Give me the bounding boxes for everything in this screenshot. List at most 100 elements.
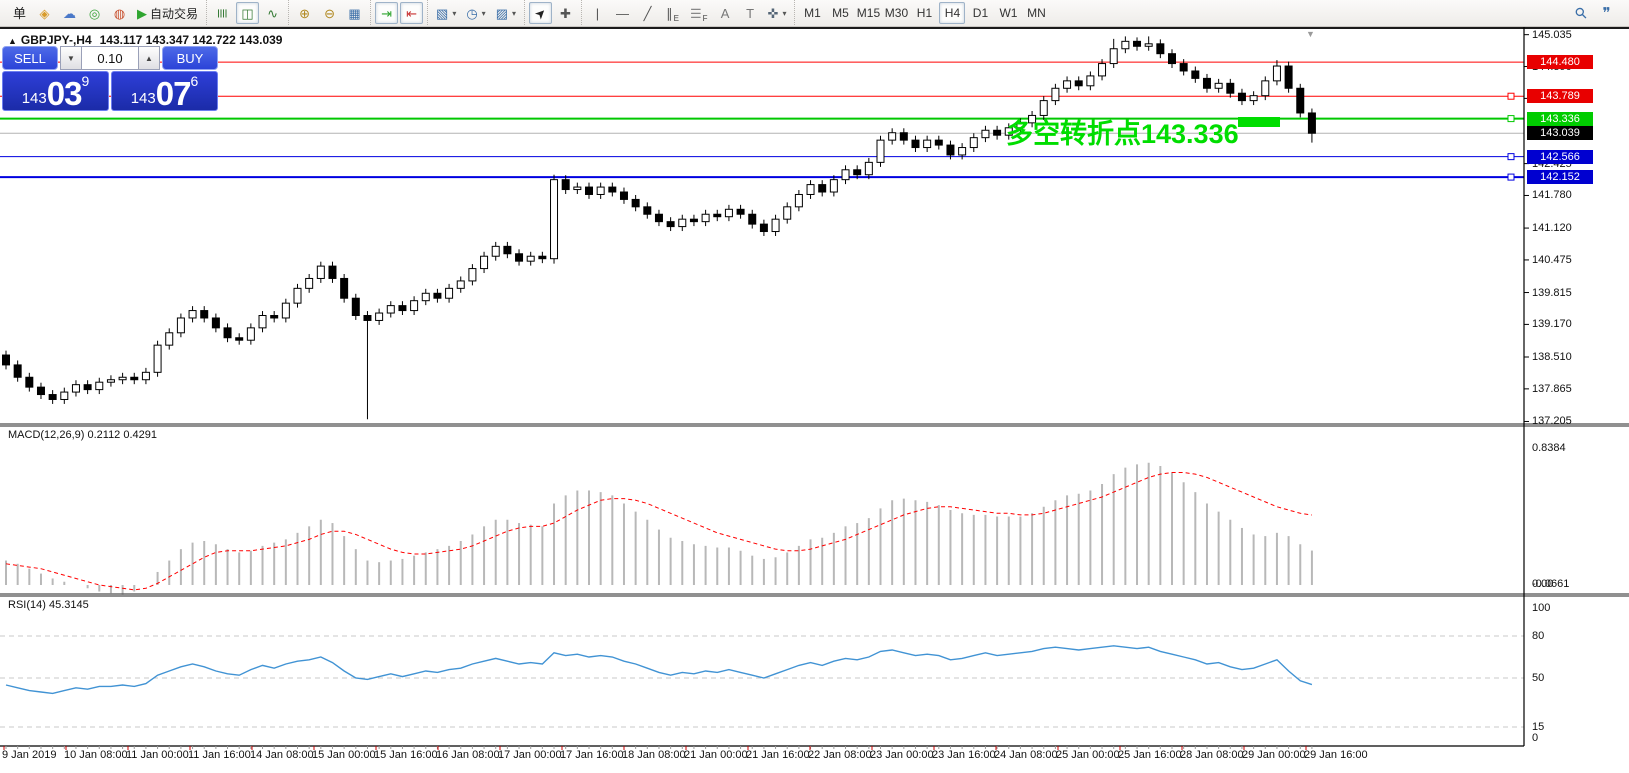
line-handle-143.336[interactable] xyxy=(1507,115,1515,123)
candle-body xyxy=(468,268,477,282)
new-chart-button-dropdown-icon[interactable]: ▾ xyxy=(452,8,457,18)
chart-shift-button[interactable]: ⇤ xyxy=(400,2,424,24)
timeframe-mn[interactable]: MN xyxy=(1027,6,1046,20)
candle-body xyxy=(1109,48,1118,65)
candle-body xyxy=(1272,65,1281,82)
signals-icon-glyph: ◎ xyxy=(88,5,101,21)
horizontal-line-button-glyph: — xyxy=(616,5,629,21)
candle-body xyxy=(1086,75,1095,87)
timeframe-m30[interactable]: M30 xyxy=(884,6,909,20)
cursor-button[interactable]: ➤ xyxy=(529,2,552,24)
volume-decrease-button[interactable]: ▼ xyxy=(60,46,82,70)
candle-body xyxy=(864,161,873,176)
candle-body xyxy=(118,376,127,381)
candle-body xyxy=(818,184,827,193)
candle-body xyxy=(375,312,384,321)
trendline-button[interactable]: ╱ xyxy=(636,2,659,24)
signals-icon[interactable]: ◎ xyxy=(83,2,106,24)
timeframe-m5[interactable]: M5 xyxy=(832,6,849,20)
candle-body xyxy=(1214,82,1223,89)
sell-button[interactable]: SELL xyxy=(2,46,58,70)
volume-input[interactable] xyxy=(82,46,138,70)
chart-shift-marker-icon[interactable]: ▼ xyxy=(1306,29,1315,39)
arrows-button-glyph: ✜ xyxy=(767,5,779,21)
time-axis-label: 21 Jan 16:00 xyxy=(746,749,810,761)
arrows-button[interactable]: ✜ ▾ xyxy=(764,2,791,24)
candle-body xyxy=(305,277,314,289)
line-chart-button[interactable]: ∿ xyxy=(261,2,284,24)
indicators-button[interactable]: ▨ ▾ xyxy=(492,2,520,24)
timeframe-d1[interactable]: D1 xyxy=(972,6,989,20)
time-axis-label: 25 Jan 16:00 xyxy=(1118,749,1182,761)
price-axis-column: 145.035144.390143.745142.425141.780141.1… xyxy=(1525,27,1629,773)
fibonacci-button[interactable]: ☰ F xyxy=(686,2,712,24)
crosshair-button[interactable]: ✚ xyxy=(554,2,577,24)
candle-body xyxy=(1121,40,1130,50)
channel-button[interactable]: ∥ E xyxy=(661,2,684,24)
candle-body xyxy=(538,255,547,260)
timeframe-m15[interactable]: M15 xyxy=(856,6,881,20)
collapse-triangle-icon[interactable]: ▲ xyxy=(8,36,17,46)
line-handle-142.152[interactable] xyxy=(1507,173,1515,181)
candle-body xyxy=(1028,114,1037,124)
sell-price[interactable]: 143 03 9 xyxy=(2,71,109,111)
community-icon[interactable]: ☁ xyxy=(58,2,81,24)
candle-body xyxy=(923,139,932,149)
zoom-in-button[interactable]: ⊕ xyxy=(293,2,316,24)
volume-stepper: ▼ ▲ xyxy=(60,46,160,70)
candle-body xyxy=(480,255,489,270)
macd-axis-label: -0.0661 xyxy=(1532,578,1570,590)
candle-body xyxy=(1051,87,1060,102)
candlestick-button[interactable]: ◫ xyxy=(236,2,260,24)
toolbar-group-profiles: ▧ ▾ ◷ ▾ ▨ ▾ xyxy=(427,0,524,26)
candle-body xyxy=(1168,53,1176,65)
toolbar-group-trade: 单 ◈ ☁ ◎ ◍ ▶ 自动交易 xyxy=(4,0,206,26)
line-handle-143.789[interactable] xyxy=(1507,92,1515,100)
text-button[interactable]: A xyxy=(714,2,737,24)
price-badge-142.566: 142.566 xyxy=(1527,149,1593,164)
sell-price-prefix: 143 xyxy=(21,90,47,107)
timeframe-h1[interactable]: H1 xyxy=(916,6,933,20)
timeframe-m1[interactable]: M1 xyxy=(804,6,821,20)
candle-body xyxy=(200,310,209,319)
pivot-highlight-rectangle[interactable] xyxy=(1238,117,1280,127)
volume-increase-button[interactable]: ▲ xyxy=(138,46,160,70)
pivot-annotation-text[interactable]: 多空转折点143.336 xyxy=(1006,119,1239,149)
timeframe-h4[interactable]: H4 xyxy=(939,2,966,24)
candle-body xyxy=(1133,40,1142,47)
zoom-out-button[interactable]: ⊖ xyxy=(318,2,341,24)
new-chart-button-glyph: ▧ xyxy=(436,5,449,21)
buy-price[interactable]: 143 07 6 xyxy=(111,71,218,111)
candle-body xyxy=(106,379,115,383)
market-watch-icon[interactable]: ◈ xyxy=(33,2,56,24)
auto-scroll-button[interactable]: ⇥ xyxy=(375,2,399,24)
horizontal-line-button[interactable]: — xyxy=(611,2,634,24)
periods-button[interactable]: ◷ ▾ xyxy=(462,2,489,24)
candle-body xyxy=(188,310,197,319)
candle-body xyxy=(1156,43,1165,55)
time-axis-label: 25 Jan 00:00 xyxy=(1056,749,1120,761)
buy-button[interactable]: BUY xyxy=(162,46,218,70)
trade-panel-controls: SELL ▼ ▲ BUY xyxy=(2,46,218,70)
new-chart-button[interactable]: ▧ ▾ xyxy=(432,2,460,24)
timeframe-w1[interactable]: W1 xyxy=(999,6,1018,20)
tile-windows-button[interactable]: ▦ xyxy=(343,2,366,24)
text-label-button[interactable]: T xyxy=(739,2,762,24)
candle-body xyxy=(934,139,943,146)
macd-axis-label: 0.8384 xyxy=(1532,442,1566,455)
new-order-button[interactable]: 单 xyxy=(8,2,31,24)
candle-body xyxy=(176,317,185,334)
vertical-line-button[interactable]: | xyxy=(586,2,609,24)
auto-trading-button[interactable]: ▶ 自动交易 xyxy=(133,2,202,24)
market-icon[interactable]: ◍ xyxy=(108,2,131,24)
line-handle-142.566[interactable] xyxy=(1507,153,1515,161)
indicators-button-dropdown-icon[interactable]: ▾ xyxy=(511,8,516,18)
periods-button-dropdown-icon[interactable]: ▾ xyxy=(481,8,486,18)
time-axis-label: 17 Jan 16:00 xyxy=(560,749,624,761)
arrows-button-dropdown-icon[interactable]: ▾ xyxy=(782,8,787,18)
candle-body xyxy=(386,305,395,314)
chat-button[interactable]: ❞ xyxy=(1595,2,1618,24)
price-tick-label: 145.035 xyxy=(1532,28,1572,41)
candle-body xyxy=(235,337,244,341)
